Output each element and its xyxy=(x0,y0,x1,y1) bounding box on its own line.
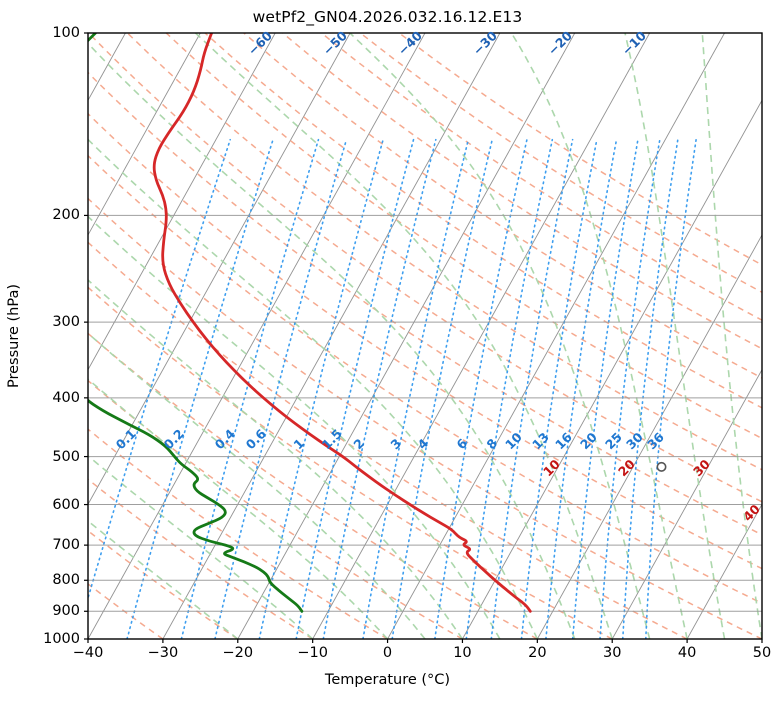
y-tick-100: 100 xyxy=(52,25,80,41)
x-tick-50: 50 xyxy=(752,645,772,661)
x-tick-30: 30 xyxy=(602,645,622,661)
y-tick-600: 600 xyxy=(52,496,80,513)
x-axis-label: Temperature (°C) xyxy=(324,672,451,688)
x-tick--20: −20 xyxy=(222,645,254,661)
x-tick-10: 10 xyxy=(453,645,472,661)
lcl-marker-icon xyxy=(656,461,667,472)
y-axis-tick-labels: 100 200 300 400 500 600 700 800 900 1000 xyxy=(0,0,80,708)
dewpoint-profile-line xyxy=(88,33,304,613)
x-tick-20: 20 xyxy=(528,645,547,661)
x-tick-40: 40 xyxy=(677,645,697,661)
y-tick-400: 400 xyxy=(52,389,80,406)
y-tick-900: 900 xyxy=(52,603,80,620)
x-tick-0: 0 xyxy=(382,645,393,661)
y-tick-800: 800 xyxy=(52,572,80,589)
y-tick-200: 200 xyxy=(52,207,80,224)
y-tick-700: 700 xyxy=(52,537,80,554)
chart-title: wetPf2_GN04.2026.032.16.12.E13 xyxy=(252,8,523,26)
x-tick--40: −40 xyxy=(72,645,104,661)
x-tick--30: −30 xyxy=(147,645,179,661)
y-tick-500: 500 xyxy=(52,448,80,465)
temperature-profile-line xyxy=(152,33,532,613)
x-tick--10: −10 xyxy=(297,645,328,661)
y-tick-1000: 1000 xyxy=(43,631,80,647)
y-tick-300: 300 xyxy=(52,314,80,331)
